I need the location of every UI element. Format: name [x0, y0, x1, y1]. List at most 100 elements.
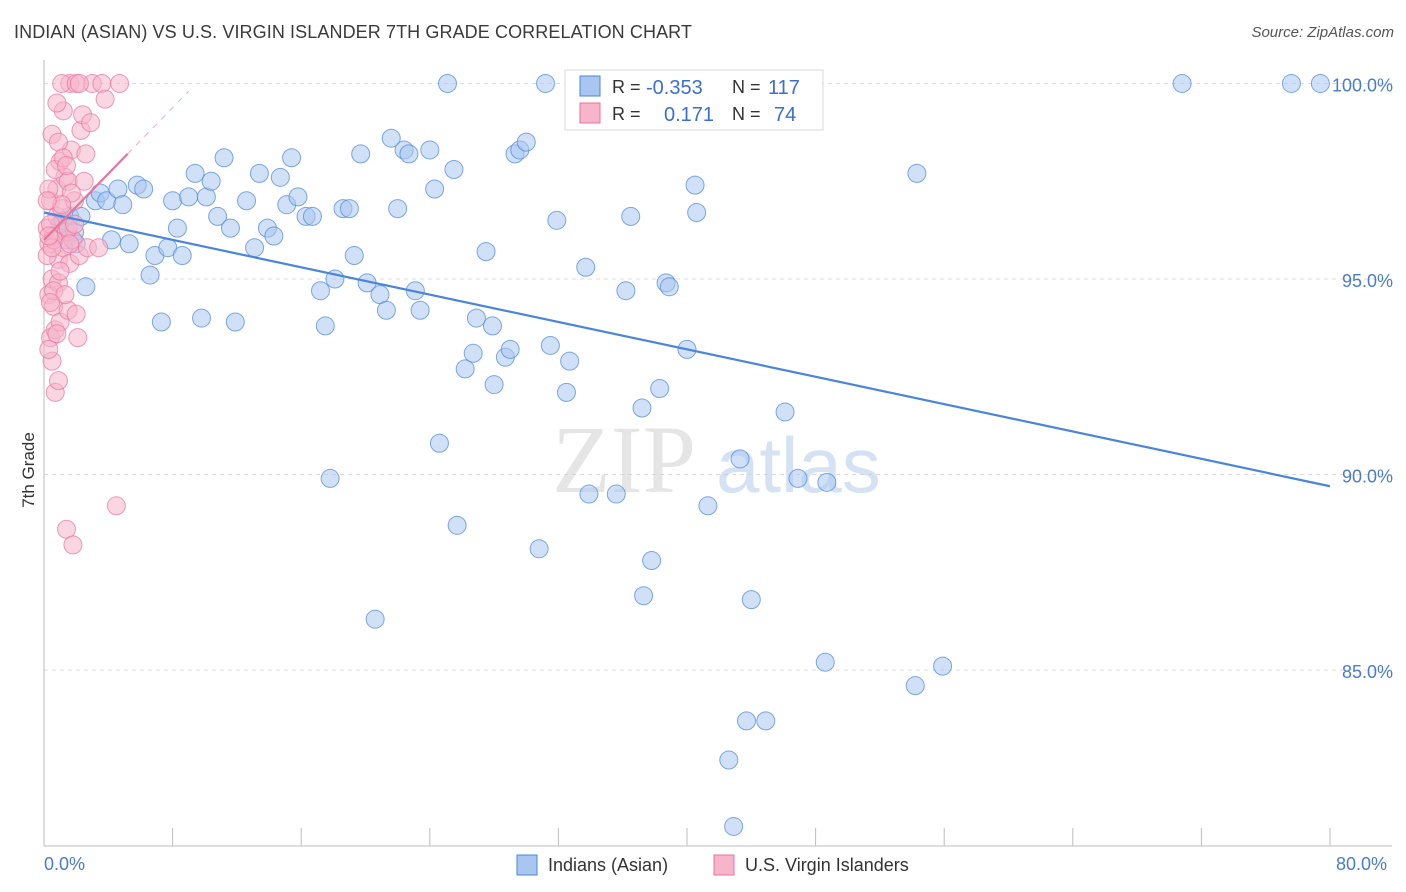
data-point	[270, 167, 290, 187]
data-point	[437, 73, 457, 93]
data-point	[60, 234, 80, 254]
data-point	[540, 335, 560, 355]
data-point	[736, 711, 756, 731]
y-axis-title: 7th Grade	[19, 432, 38, 508]
data-point	[775, 402, 795, 422]
data-point	[410, 300, 430, 320]
data-point	[344, 246, 364, 266]
data-point	[172, 246, 192, 266]
data-point	[1310, 73, 1330, 93]
data-point	[556, 382, 576, 402]
bottom-legend-swatch-indians	[516, 854, 538, 876]
data-point	[905, 676, 925, 696]
data-point	[659, 277, 679, 297]
data-point	[1281, 73, 1301, 93]
data-point	[381, 128, 401, 148]
data-point	[47, 324, 67, 344]
data-point	[724, 816, 744, 836]
data-point	[68, 328, 88, 348]
source-label: Source: ZipAtlas.com	[1251, 24, 1394, 41]
data-point	[632, 398, 652, 418]
data-point	[214, 148, 234, 168]
data-point	[815, 652, 835, 672]
legend-r-value-1: 0.171	[664, 104, 714, 126]
data-point	[39, 339, 59, 359]
x-tick-label-min: 0.0%	[44, 854, 85, 874]
data-point	[476, 242, 496, 262]
bottom-legend-swatch-virgin	[713, 854, 735, 876]
data-point	[113, 195, 133, 215]
data-point	[365, 609, 385, 629]
data-point	[63, 535, 83, 555]
data-point	[606, 484, 626, 504]
data-point	[315, 316, 335, 336]
data-point	[730, 449, 750, 469]
data-point	[455, 359, 475, 379]
data-point	[698, 496, 718, 516]
data-point	[719, 750, 739, 770]
data-point	[110, 73, 130, 93]
data-point	[579, 484, 599, 504]
legend-r-value-0: -0.353	[646, 77, 703, 99]
data-point	[179, 187, 199, 207]
data-point	[76, 277, 96, 297]
data-point	[47, 93, 67, 113]
data-point	[119, 234, 139, 254]
data-point	[420, 140, 440, 160]
data-point	[249, 163, 269, 183]
data-point	[376, 300, 396, 320]
data-point	[685, 175, 705, 195]
chart-title: INDIAN (ASIAN) VS U.S. VIRGIN ISLANDER 7…	[14, 22, 693, 42]
data-point	[92, 73, 112, 93]
data-point	[650, 378, 670, 398]
y-tick-label: 85.0%	[1342, 662, 1393, 682]
data-point	[484, 375, 504, 395]
data-point	[225, 312, 245, 332]
data-point	[621, 206, 641, 226]
data-point	[245, 238, 265, 258]
x-tick-label-max: 80.0%	[1336, 854, 1387, 874]
series-us-virgin-islanders	[37, 73, 130, 555]
data-point	[40, 292, 60, 312]
data-point	[444, 159, 464, 179]
data-point	[933, 656, 953, 676]
legend-r-label-0: R =	[612, 77, 641, 97]
data-point	[616, 281, 636, 301]
y-tick-label: 95.0%	[1342, 271, 1393, 291]
y-tick-labels: 85.0% 90.0% 95.0% 100.0%	[1332, 75, 1393, 682]
legend-n-value-1: 74	[774, 104, 796, 126]
data-point	[57, 156, 77, 176]
y-tick-label: 90.0%	[1342, 467, 1393, 487]
y-tick-label: 100.0%	[1332, 75, 1393, 95]
data-point	[81, 113, 101, 133]
data-point	[302, 206, 322, 226]
data-point	[48, 371, 68, 391]
data-point	[208, 206, 228, 226]
data-point	[447, 515, 467, 535]
data-point	[282, 148, 302, 168]
data-point	[399, 144, 419, 164]
trend-line	[43, 211, 1331, 488]
data-point	[634, 586, 654, 606]
data-point	[37, 191, 57, 211]
data-point	[529, 539, 549, 559]
data-point	[756, 711, 776, 731]
data-point	[95, 89, 115, 109]
stats-legend: R = -0.353 N = 117 R = 0.171 N = 74	[564, 69, 824, 131]
data-point	[466, 308, 486, 328]
data-point	[192, 308, 212, 328]
data-point	[140, 265, 160, 285]
data-point	[516, 132, 536, 152]
trend-line	[43, 153, 129, 241]
data-point	[106, 496, 126, 516]
trend-line-extension	[127, 90, 190, 155]
data-point	[76, 144, 96, 164]
data-point	[89, 238, 109, 258]
data-point	[264, 226, 284, 246]
legend-swatch-indians	[579, 75, 601, 97]
bottom-legend-label-indians: Indians (Asian)	[548, 855, 668, 875]
data-point	[500, 339, 520, 359]
bottom-legend-label-virgin: U.S. Virgin Islanders	[745, 855, 909, 875]
legend-swatch-virgin	[579, 102, 601, 124]
